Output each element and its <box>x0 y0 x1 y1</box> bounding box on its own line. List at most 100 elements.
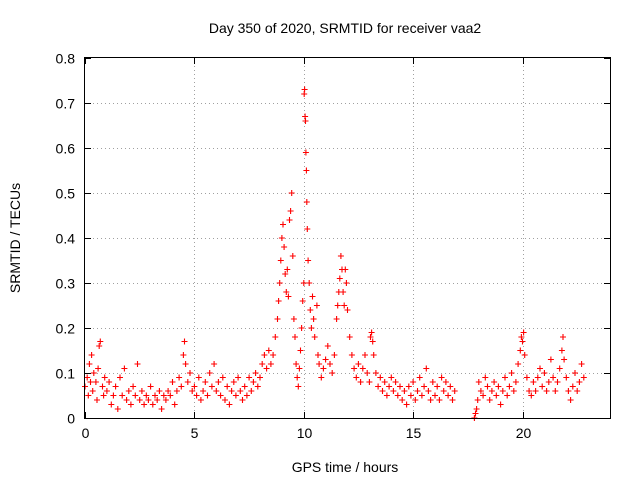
data-point <box>451 388 458 394</box>
data-point <box>324 343 331 349</box>
data-point <box>232 392 239 399</box>
data-point <box>403 401 410 408</box>
data-point <box>200 388 207 394</box>
data-point <box>508 370 515 376</box>
data-point <box>90 370 97 376</box>
data-point <box>512 379 519 385</box>
data-point <box>217 392 224 399</box>
data-point <box>284 266 291 273</box>
data-point <box>310 316 317 322</box>
data-point <box>473 406 480 412</box>
data-point <box>134 361 141 367</box>
data-point <box>117 374 123 381</box>
data-point <box>550 374 557 381</box>
y-axis-label: SRMTID / TECUs <box>7 183 23 293</box>
data-point <box>530 379 537 385</box>
data-point <box>165 388 172 394</box>
data-point <box>184 379 191 385</box>
data-point <box>147 383 154 390</box>
data-point <box>149 401 156 408</box>
data-point <box>423 365 430 372</box>
data-point <box>193 392 200 399</box>
data-point <box>486 397 493 403</box>
data-point <box>392 379 399 385</box>
data-point <box>399 397 406 403</box>
data-point <box>521 352 528 358</box>
data-point <box>401 388 408 394</box>
data-point <box>484 383 491 390</box>
data-point <box>565 388 572 394</box>
data-point <box>171 401 178 408</box>
data-point <box>576 379 583 385</box>
data-point <box>520 329 527 336</box>
y-tick-label: 0.1 <box>56 366 76 382</box>
data-point <box>222 397 228 403</box>
data-point <box>482 374 489 381</box>
data-point <box>379 388 386 394</box>
data-point <box>567 397 574 403</box>
data-point <box>304 226 311 232</box>
data-point <box>362 352 368 358</box>
data-point <box>138 388 145 394</box>
data-point <box>306 280 313 286</box>
data-point <box>180 352 187 358</box>
data-point <box>224 383 231 390</box>
data-point <box>281 244 288 250</box>
data-point <box>302 118 309 124</box>
data-point <box>532 388 539 394</box>
data-point <box>344 307 351 313</box>
data-point <box>299 298 306 304</box>
data-point <box>367 334 374 340</box>
data-point <box>369 338 376 345</box>
data-point <box>412 397 419 403</box>
data-point <box>440 388 447 394</box>
x-tick-label: 20 <box>516 425 532 441</box>
data-point <box>123 397 130 403</box>
data-point <box>337 253 344 259</box>
data-point <box>316 361 323 367</box>
data-point <box>364 370 371 376</box>
data-point <box>276 280 283 286</box>
data-point <box>499 388 506 394</box>
data-point <box>261 352 268 358</box>
data-point <box>528 392 535 399</box>
data-point <box>506 383 513 390</box>
x-tick-label: 5 <box>191 425 199 441</box>
data-point <box>178 383 185 390</box>
data-point <box>563 374 570 381</box>
y-tick-label: 0.8 <box>56 51 76 67</box>
data-point <box>84 374 91 381</box>
data-point <box>152 392 158 399</box>
data-point <box>449 397 456 403</box>
data-point <box>295 383 302 390</box>
data-point <box>397 383 403 390</box>
data-point <box>265 347 272 354</box>
data-point <box>502 374 508 381</box>
data-point <box>250 379 257 385</box>
data-point <box>333 316 340 322</box>
data-point <box>416 374 423 381</box>
y-tick-label: 0 <box>67 411 75 427</box>
data-point <box>274 316 281 322</box>
data-point <box>263 365 270 372</box>
data-point <box>407 392 414 399</box>
data-point <box>300 280 307 286</box>
data-point <box>523 374 530 381</box>
data-point <box>554 379 561 385</box>
data-point <box>320 365 327 372</box>
data-point <box>539 383 546 390</box>
data-point <box>204 392 211 399</box>
data-point <box>353 374 360 381</box>
data-point <box>106 379 113 385</box>
plot-frame <box>84 57 611 419</box>
data-point <box>252 370 259 376</box>
data-point <box>488 388 495 394</box>
data-point <box>386 383 393 390</box>
data-point <box>357 379 364 385</box>
data-point <box>270 352 277 358</box>
data-point <box>156 388 163 394</box>
y-tick-label: 0.3 <box>56 276 76 292</box>
data-point <box>534 374 541 381</box>
data-point <box>438 374 445 381</box>
